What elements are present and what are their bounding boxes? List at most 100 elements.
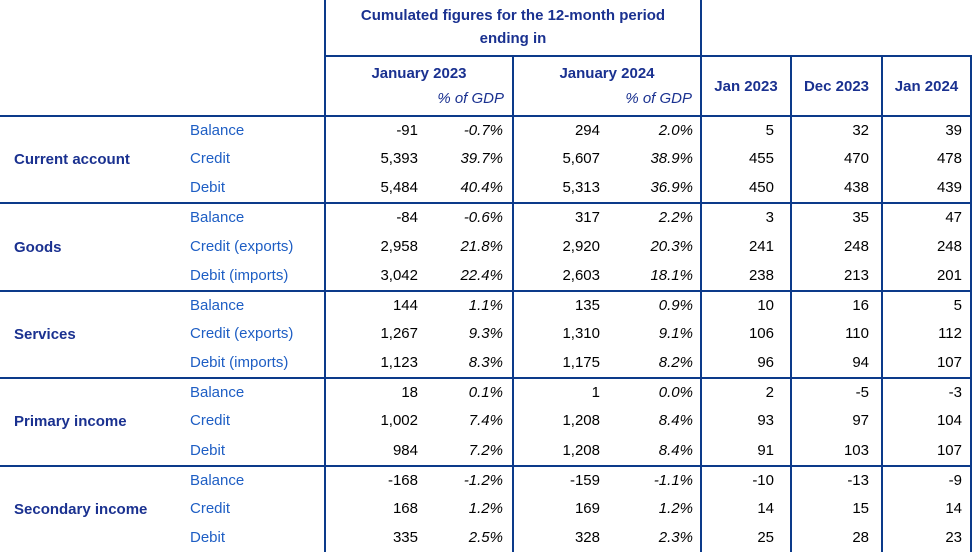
cell-month-jan2024: -9 (881, 464, 972, 494)
cell-jan2024-pct: 9.1% (658, 324, 693, 342)
header-monthly-spacer (700, 0, 972, 55)
col-header-jan-2023: Jan 2023 (700, 55, 790, 115)
header-left-spacer (0, 55, 324, 115)
cell-month-jan2023: 96 (700, 348, 790, 378)
cell-month-dec2023: 213 (790, 260, 881, 290)
cell-month-dec2023: 32 (790, 115, 881, 145)
cell-month-jan2023: 91 (700, 435, 790, 465)
cell-jan2023-value: 168 (324, 493, 425, 523)
cell-jan2024-value: 328 (512, 522, 612, 552)
col-header-dec-2023: Dec 2023 (790, 55, 881, 115)
cell-jan2023-pct: 39.7% (460, 150, 503, 168)
col-header-jan-2024: Jan 2024 (881, 55, 972, 115)
row-label: Credit (190, 499, 231, 517)
cell-month-jan2024: 5 (881, 289, 972, 319)
cell-jan2023-value: 3,042 (324, 260, 425, 290)
cell-jan2023-pct: 1.2% (468, 499, 503, 517)
cell-jan2023-pct: 9.3% (468, 324, 503, 342)
cell-month-jan2023: 5 (700, 115, 790, 145)
cell-jan2024-pct: 2.2% (612, 202, 700, 231)
group-label-primary-income: Primary income (0, 377, 185, 464)
cell-month-jan2024: 14 (881, 493, 972, 523)
cell-month-jan2024: 107 (881, 435, 972, 465)
cell-month-jan2023: 450 (700, 173, 790, 203)
col-header-january-2023: January 2023 % of GDP (324, 55, 512, 115)
group-label-services: Services (0, 289, 185, 377)
cell-month-jan2024: -3 (881, 377, 972, 407)
cell-jan2024-value: -159 (512, 464, 612, 494)
cell-month-jan2024: 478 (881, 144, 972, 174)
cell-month-jan2024: 23 (881, 522, 972, 552)
cell-month-jan2024: 104 (881, 406, 972, 436)
row-label: Balance (185, 464, 324, 494)
cell-jan2023-pct: -0.7% (425, 115, 512, 144)
cell-jan2023-value: 5,484 (324, 173, 425, 203)
cell-month-dec2023: 16 (790, 289, 881, 319)
row-label: Debit (imports) (190, 266, 289, 284)
cell-jan2024-value: 294 (512, 115, 612, 145)
cell-month-dec2023: 470 (790, 144, 881, 174)
cell-month-dec2023: 28 (790, 522, 881, 552)
row-label: Balance (185, 377, 324, 406)
cell-jan2024-value: 5,607 (512, 144, 612, 174)
cell-month-jan2024: 39 (881, 115, 972, 145)
cell-jan2024-pct: 0.9% (612, 289, 700, 319)
cell-month-dec2023: 103 (790, 435, 881, 465)
group-label-goods: Goods (0, 202, 185, 289)
cell-month-jan2023: 10 (700, 289, 790, 319)
group-label-secondary-income: Secondary income (0, 464, 185, 552)
cell-jan2024-value: 1,175 (512, 348, 612, 378)
cell-jan2023-pct: 2.5% (468, 528, 503, 546)
row-label: Credit (190, 150, 231, 168)
period-label: January 2024 (559, 65, 655, 82)
row-label: Debit (190, 441, 226, 459)
cell-jan2024-value: 169 (512, 493, 612, 523)
pct-of-gdp-label: % of GDP (625, 90, 692, 107)
cell-month-dec2023: -13 (790, 464, 881, 494)
cell-jan2024-pct: 38.9% (650, 150, 693, 168)
header-cumulated-title: Cumulated figures for the 12-month perio… (324, 0, 700, 55)
cell-jan2023-value: 5,393 (324, 144, 425, 174)
cell-jan2023-value: 335 (324, 522, 425, 552)
cell-month-jan2024: 201 (881, 260, 972, 290)
cell-jan2024-pct: 8.4% (658, 412, 693, 430)
cell-jan2024-pct: 18.1% (650, 266, 693, 284)
cell-month-jan2024: 107 (881, 348, 972, 378)
cell-jan2024-value: 1,208 (512, 435, 612, 465)
cell-jan2023-value: 144 (324, 289, 425, 319)
col-header-january-2024: January 2024 % of GDP (512, 55, 700, 115)
cell-jan2024-value: 1,208 (512, 406, 612, 436)
cell-month-dec2023: 110 (790, 318, 881, 349)
cell-jan2023-value: 18 (324, 377, 425, 407)
cell-jan2023-value: 1,002 (324, 406, 425, 436)
cell-month-jan2024: 439 (881, 173, 972, 203)
cell-month-jan2023: 93 (700, 406, 790, 436)
cell-jan2024-value: 5,313 (512, 173, 612, 203)
cell-jan2023-value: -168 (324, 464, 425, 494)
cell-jan2024-value: 1 (512, 377, 612, 407)
cell-jan2024-pct: 2.3% (658, 528, 693, 546)
cell-month-jan2023: 455 (700, 144, 790, 174)
cell-month-jan2023: 3 (700, 202, 790, 232)
row-label: Credit (190, 412, 231, 430)
cell-month-jan2024: 47 (881, 202, 972, 232)
cell-month-dec2023: 94 (790, 348, 881, 378)
cell-month-jan2023: 106 (700, 318, 790, 349)
header-top-left-spacer (0, 0, 324, 55)
cell-jan2023-pct: -0.6% (425, 202, 512, 231)
row-label: Balance (185, 202, 324, 231)
cell-jan2023-value: -84 (324, 202, 425, 232)
cell-jan2023-pct: 1.1% (425, 289, 512, 319)
row-label: Credit (exports) (190, 237, 294, 255)
cell-jan2024-pct: 2.0% (612, 115, 700, 144)
cell-month-jan2024: 112 (881, 318, 972, 349)
cell-jan2024-pct: 36.9% (650, 179, 693, 197)
pct-of-gdp-label: % of GDP (437, 90, 504, 107)
cell-month-dec2023: 15 (790, 493, 881, 523)
cell-jan2024-pct: 1.2% (658, 499, 693, 517)
cell-month-jan2023: -10 (700, 464, 790, 494)
cell-month-jan2024: 248 (881, 231, 972, 261)
cell-jan2024-pct: 20.3% (650, 237, 693, 255)
row-label: Debit (190, 179, 226, 197)
